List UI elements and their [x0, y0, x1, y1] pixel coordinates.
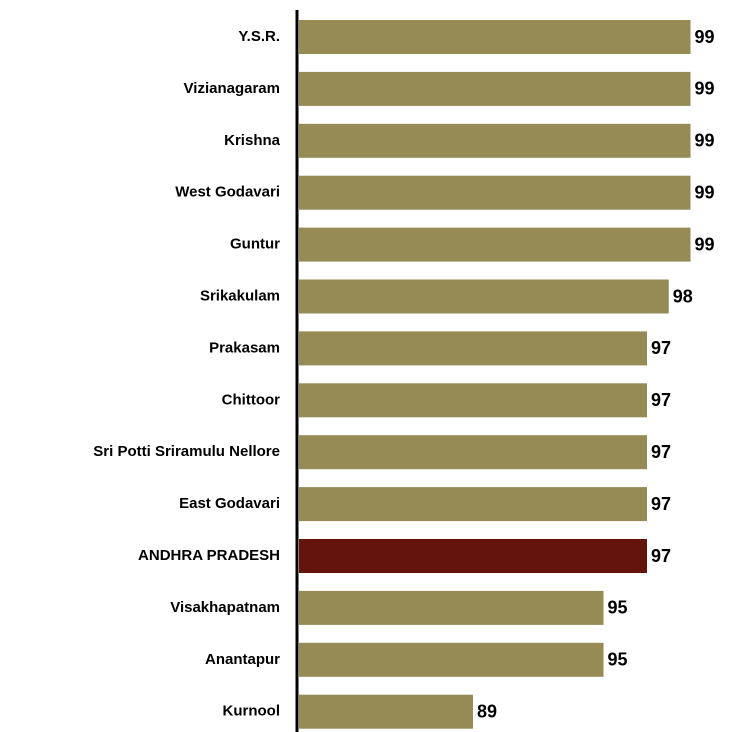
category-label: Guntur — [230, 236, 280, 253]
category-label: Prakasam — [209, 339, 280, 356]
bar — [299, 279, 669, 314]
value-label: 99 — [695, 27, 715, 47]
bar — [299, 435, 647, 470]
category-label: East Godavari — [179, 495, 280, 512]
value-label: 97 — [651, 494, 671, 514]
category-label: West Godavari — [175, 184, 280, 201]
value-label: 99 — [695, 79, 715, 99]
bar — [299, 175, 691, 210]
value-label: 98 — [673, 286, 693, 306]
category-label: Anantapur — [205, 651, 280, 668]
bar — [299, 383, 647, 418]
bar — [299, 71, 691, 106]
category-label: Sri Potti Sriramulu Nellore — [93, 443, 280, 460]
category-label: Chittoor — [222, 391, 280, 408]
value-label: 95 — [608, 650, 628, 670]
value-label: 95 — [608, 598, 628, 618]
value-label: 97 — [651, 442, 671, 462]
bar — [299, 590, 604, 625]
bar — [299, 642, 604, 677]
bar — [299, 487, 647, 522]
value-label: 99 — [695, 234, 715, 254]
bar — [299, 539, 647, 573]
category-label: Visakhapatnam — [170, 599, 280, 616]
value-label: 99 — [695, 131, 715, 151]
bar — [299, 123, 691, 158]
bar — [299, 227, 691, 262]
category-label: ANDHRA PRADESH — [138, 547, 280, 564]
category-label: Krishna — [224, 132, 281, 149]
value-label: 97 — [651, 546, 671, 566]
value-label: 97 — [651, 390, 671, 410]
bar — [299, 331, 647, 366]
value-label: 89 — [477, 701, 497, 721]
category-label: Vizianagaram — [184, 80, 280, 97]
category-label: Srikakulam — [200, 287, 280, 304]
category-label: Y.S.R. — [238, 28, 280, 45]
value-label: 99 — [695, 182, 715, 202]
value-label: 97 — [651, 338, 671, 358]
bar — [299, 20, 691, 54]
category-label: Kurnool — [223, 703, 281, 720]
bar — [299, 694, 473, 729]
